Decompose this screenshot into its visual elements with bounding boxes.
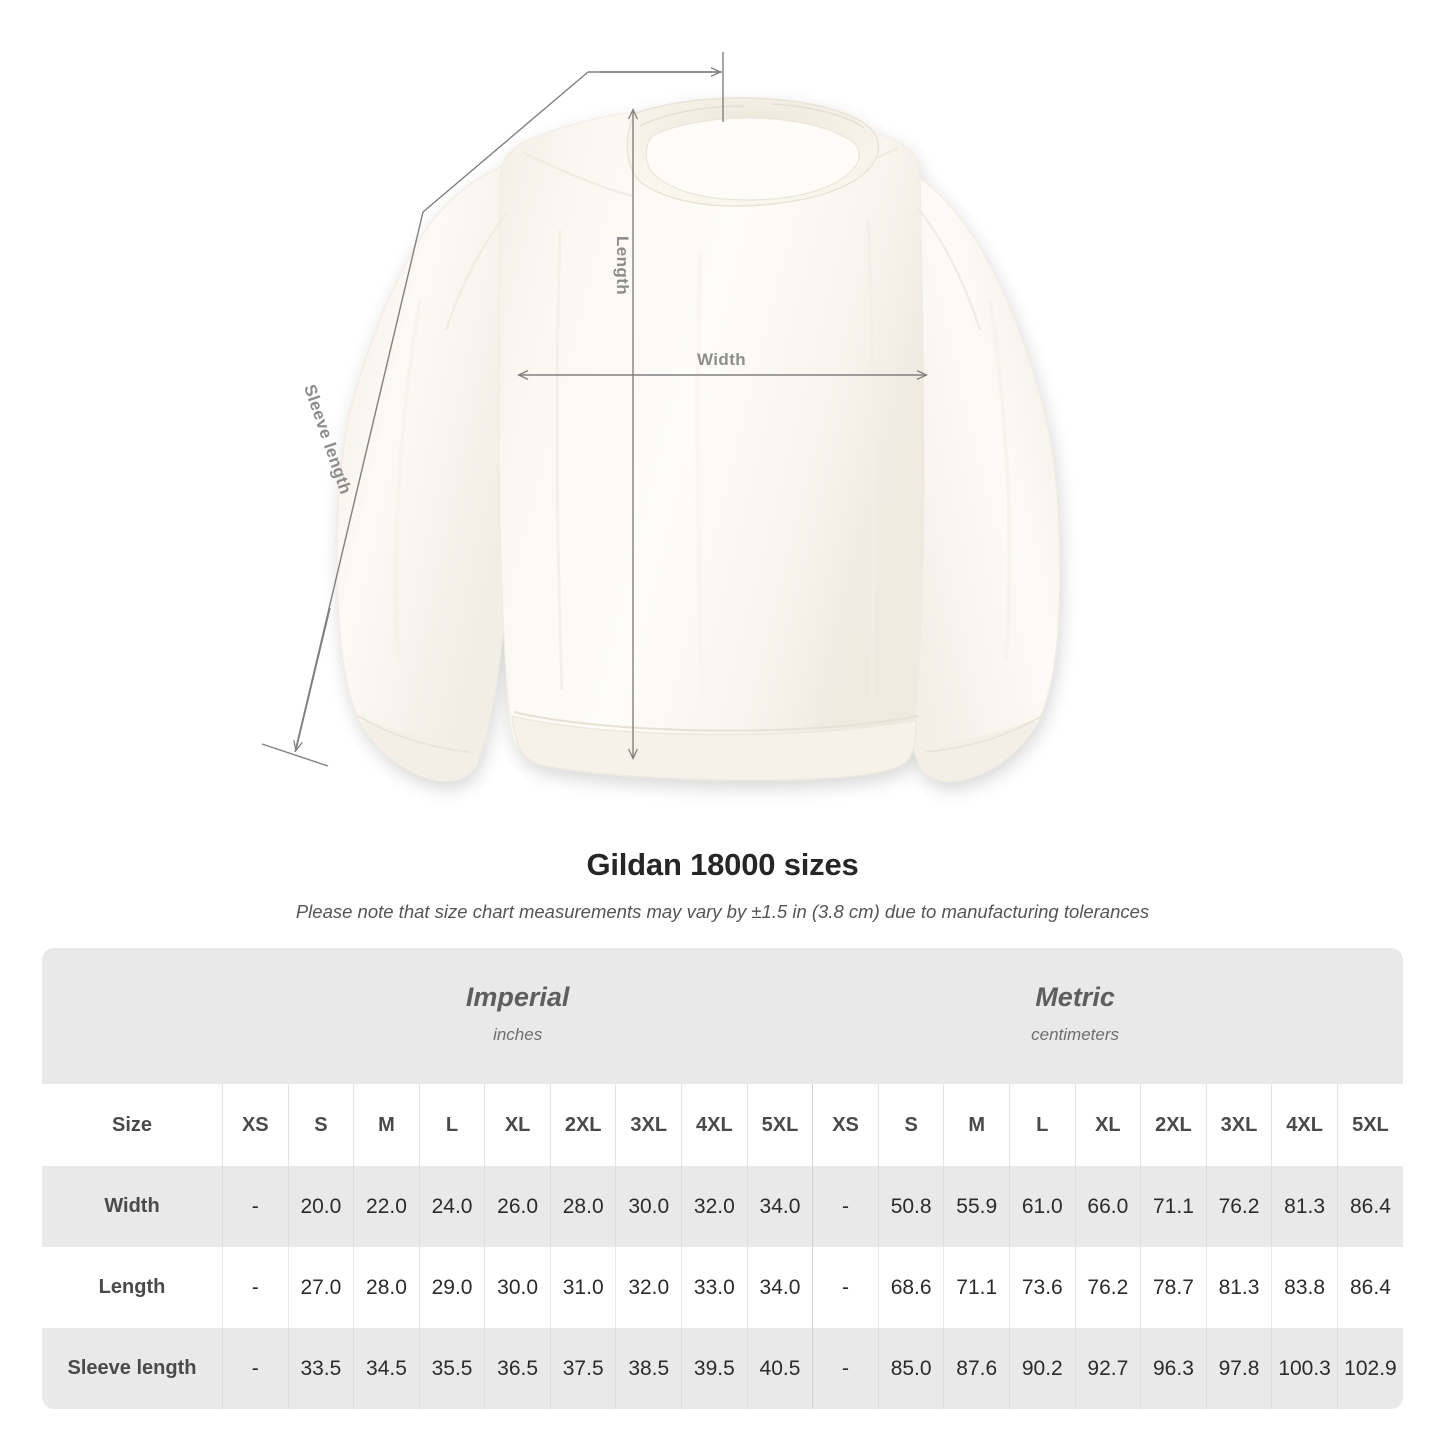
cell: 28.0 [353,1247,420,1328]
row-label-sleeve-length: Sleeve length [42,1328,223,1409]
metric-label: Metric [1035,982,1115,1012]
cell: 81.3 [1271,1166,1338,1247]
cell: 27.0 [287,1247,354,1328]
size-chart-table-wrap: Imperial inches Metric centimeters Size … [42,948,1403,1409]
cell: 55.9 [943,1166,1010,1247]
cell: 73.6 [1009,1247,1076,1328]
size-header-metric-xl: XL [1074,1084,1141,1166]
cell: 37.5 [549,1328,616,1409]
cell: 102.9 [1336,1328,1403,1409]
size-header-imperial-2xl: 2XL [549,1084,616,1166]
cell: 22.0 [353,1166,420,1247]
size-column-header: Size [42,1084,223,1166]
cell: 33.5 [287,1328,354,1409]
row-label-length: Length [42,1247,223,1328]
size-header-imperial-m: M [353,1084,420,1166]
cell: 34.0 [746,1247,813,1328]
cell: - [812,1328,879,1409]
cell: 87.6 [943,1328,1010,1409]
size-header-imperial-l: L [418,1084,485,1166]
size-header-metric-s: S [877,1084,944,1166]
cell: 38.5 [615,1328,682,1409]
cell: 83.8 [1271,1247,1338,1328]
imperial-unit: inches [493,1025,543,1044]
size-header-metric-2xl: 2XL [1140,1084,1207,1166]
title-block: Gildan 18000 sizes Please note that size… [0,845,1445,925]
cell: - [222,1328,289,1409]
cell: 32.0 [615,1247,682,1328]
measurement-lines [261,52,929,767]
cell: 61.0 [1009,1166,1076,1247]
cell: 40.5 [746,1328,813,1409]
length-dimension-label: Length [613,236,632,296]
cell: 71.1 [943,1247,1010,1328]
cell: 33.0 [681,1247,748,1328]
size-header-metric-m: M [943,1084,1010,1166]
imperial-banner-cell: Imperial inches [222,948,813,1084]
cell: - [812,1247,879,1328]
size-header-metric-5xl: 5XL [1336,1084,1403,1166]
cell: 76.2 [1074,1247,1141,1328]
cell: 35.5 [418,1328,485,1409]
cell: 90.2 [1009,1328,1076,1409]
cell: 30.0 [615,1166,682,1247]
size-header-imperial-5xl: 5XL [746,1084,813,1166]
table-row: Length - 27.0 28.0 29.0 30.0 31.0 32.0 3… [42,1247,1403,1328]
cell: 86.4 [1336,1247,1403,1328]
cell: 39.5 [681,1328,748,1409]
cell: 34.0 [746,1166,813,1247]
metric-banner-cell: Metric centimeters [812,948,1338,1084]
garment-diagram: Length Width Sleeve length [261,52,1061,782]
cell: 28.0 [549,1166,616,1247]
imperial-label: Imperial [465,982,570,1012]
size-header-metric-l: L [1009,1084,1076,1166]
cell: 31.0 [549,1247,616,1328]
size-header-imperial-xl: XL [484,1084,551,1166]
row-label-width: Width [42,1166,223,1247]
cell: 97.8 [1205,1328,1272,1409]
size-header-metric-xs: XS [812,1084,879,1166]
cell: - [812,1166,879,1247]
unit-banner-row: Imperial inches Metric centimeters [42,948,1403,1084]
tolerance-note: Please note that size chart measurements… [295,901,1150,922]
cell: 71.1 [1140,1166,1207,1247]
cell: 78.7 [1140,1247,1207,1328]
cell: - [222,1166,289,1247]
page-title: Gildan 18000 sizes [586,847,859,882]
cell: 68.6 [877,1247,944,1328]
size-header-imperial-4xl: 4XL [681,1084,748,1166]
table-row: Sleeve length - 33.5 34.5 35.5 36.5 37.5… [42,1328,1403,1409]
banner-spacer [42,948,223,1084]
cell: 86.4 [1336,1166,1403,1247]
cell: 66.0 [1074,1166,1141,1247]
cell: 32.0 [681,1166,748,1247]
cell: - [222,1247,289,1328]
cell: 34.5 [353,1328,420,1409]
cell: 85.0 [877,1328,944,1409]
size-header-metric-4xl: 4XL [1271,1084,1338,1166]
banner-spacer-right [1337,948,1403,1084]
cell: 26.0 [484,1166,551,1247]
cell: 20.0 [287,1166,354,1247]
metric-unit: centimeters [1031,1025,1120,1044]
width-dimension-label: Width [697,350,747,369]
size-header-imperial-xs: XS [222,1084,289,1166]
size-header-row: Size XS S M L XL 2XL 3XL 4XL 5XL XS S M … [42,1084,1403,1166]
cell: 96.3 [1140,1328,1207,1409]
size-header-metric-3xl: 3XL [1205,1084,1272,1166]
cell: 29.0 [418,1247,485,1328]
cell: 36.5 [484,1328,551,1409]
cell: 50.8 [877,1166,944,1247]
cell: 81.3 [1205,1247,1272,1328]
size-header-imperial-3xl: 3XL [615,1084,682,1166]
cell: 76.2 [1205,1166,1272,1247]
table-row: Width - 20.0 22.0 24.0 26.0 28.0 30.0 32… [42,1166,1403,1247]
size-chart-table: Imperial inches Metric centimeters Size … [42,948,1403,1409]
cell: 92.7 [1074,1328,1141,1409]
cell: 24.0 [418,1166,485,1247]
sweatshirt-illustration [261,52,1061,782]
size-header-imperial-s: S [287,1084,354,1166]
cell: 30.0 [484,1247,551,1328]
cell: 100.3 [1271,1328,1338,1409]
